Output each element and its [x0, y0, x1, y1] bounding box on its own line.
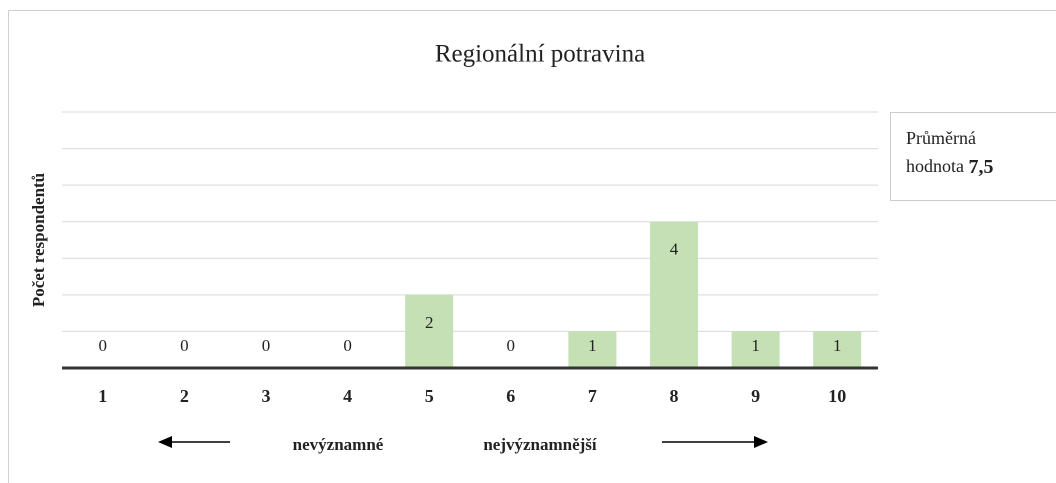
bar	[568, 331, 617, 368]
x-tick-label: 9	[751, 386, 760, 406]
data-label: 4	[670, 240, 679, 259]
x-tick-label: 1	[98, 386, 107, 406]
bar	[813, 331, 862, 368]
x-tick-label: 4	[343, 386, 352, 406]
x-tick-label: 5	[425, 386, 434, 406]
data-label: 0	[180, 336, 189, 355]
annotation-line2: hodnota 7,5	[906, 156, 994, 178]
x-tick-label: 6	[506, 386, 515, 406]
data-label: 0	[343, 336, 352, 355]
scale-low-label: nevýznamné	[293, 435, 384, 454]
x-tick-label: 7	[588, 386, 597, 406]
x-tick-label: 8	[670, 386, 679, 406]
annotation-value: 7,5	[969, 156, 994, 178]
annotation-line1: Průměrná	[906, 128, 976, 148]
data-label: 1	[833, 336, 842, 355]
bar	[731, 331, 780, 368]
chart-title: Regionální potravina	[435, 41, 645, 68]
bar	[650, 221, 698, 368]
x-tick-label: 3	[262, 386, 271, 406]
y-axis-label: Počet respondentů	[29, 173, 48, 307]
annotation-text: hodnota	[906, 156, 964, 176]
data-label: 0	[99, 336, 108, 355]
data-label: 1	[751, 336, 760, 355]
arrow-left-head	[158, 436, 172, 448]
bar	[405, 294, 454, 368]
data-label: 0	[262, 336, 271, 355]
data-label: 2	[425, 313, 434, 332]
data-label: 1	[588, 336, 597, 355]
chart-frame	[8, 10, 1056, 483]
annotation-box	[890, 112, 1056, 201]
arrow-right-head	[754, 436, 768, 448]
x-tick-label: 10	[828, 386, 846, 406]
data-label: 0	[507, 336, 516, 355]
scale-high-label: nejvýznamnější	[483, 435, 597, 454]
x-tick-label: 2	[180, 386, 189, 406]
